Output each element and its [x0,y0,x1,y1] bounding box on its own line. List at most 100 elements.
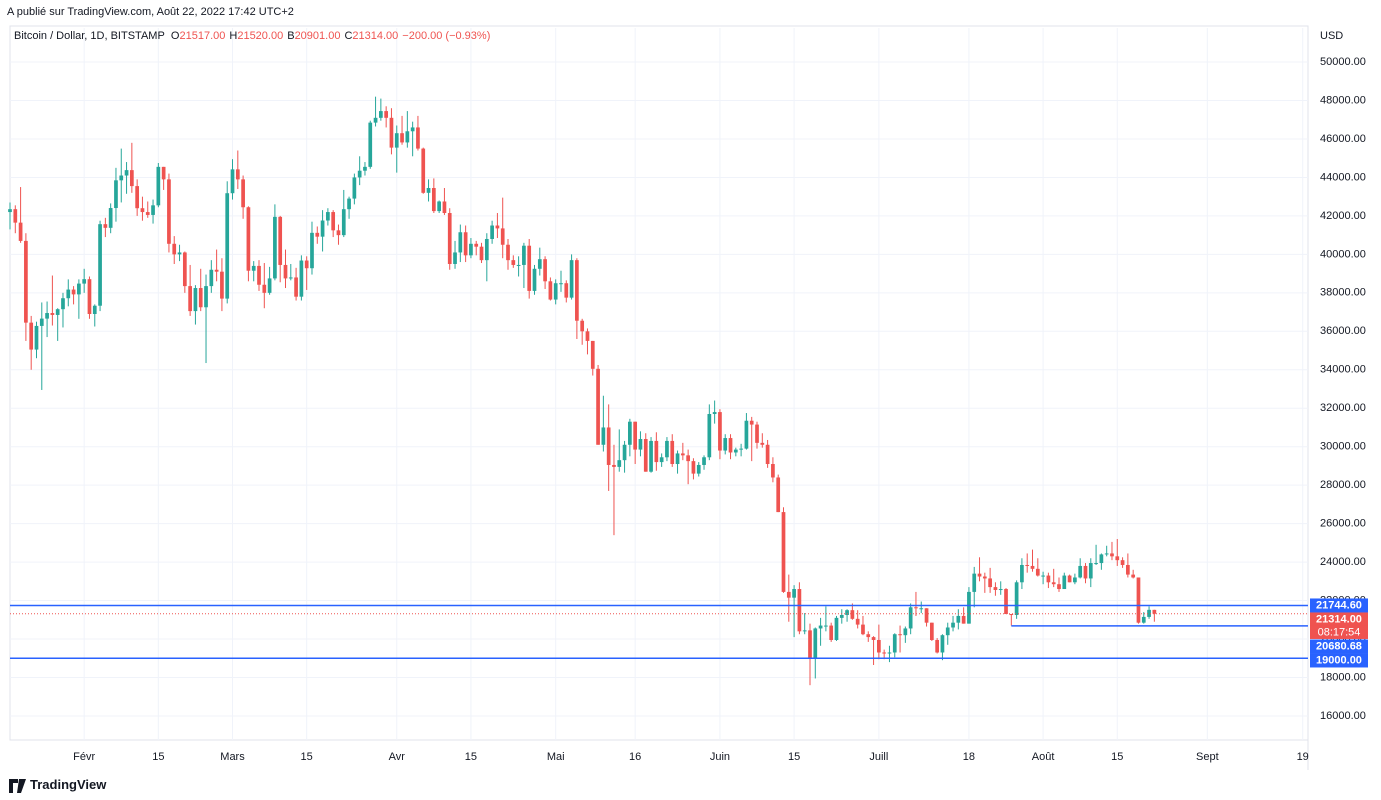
candle-body [13,209,18,223]
candle-body [1104,553,1109,555]
candle-body [723,438,728,451]
y-tick-label: 38000.00 [1320,287,1366,299]
y-tick-label: 32000.00 [1320,402,1366,414]
y-tick-label: 26000.00 [1320,518,1366,530]
candle-body [145,212,150,215]
candle-body [633,421,638,450]
candle-body [596,368,600,445]
candle-body [214,269,219,272]
candle-body [612,464,616,467]
candle-body [786,591,791,598]
candle-body [972,573,977,592]
candle-body [283,264,288,279]
candle-body [543,259,547,282]
candle-body [1046,575,1051,583]
candle-body [225,193,230,299]
candle-body [18,222,23,241]
candle-body [1141,616,1146,623]
brand: TradingView [30,777,107,792]
candle-body [522,245,526,265]
candle-body [691,461,696,474]
x-tick-label: Mai [547,751,565,763]
candle-body [92,305,97,314]
candle-body [506,244,510,261]
candle-body [956,615,961,623]
candle-body [590,340,595,369]
candle-body [453,252,457,264]
candle-body [712,412,717,415]
candle-body [77,283,81,295]
candle-body [363,166,367,171]
legend-change: −200.00 (−0.93%) [402,30,491,42]
candle-body [839,614,844,618]
candle-body [877,639,881,653]
y-tick-label: 50000.00 [1320,56,1366,68]
candle-body [1094,563,1098,565]
candle-body [469,243,473,256]
candle-body [278,216,283,265]
legend-value: 20901.00 [294,30,341,42]
candle-body [379,111,383,118]
candle-body [500,228,505,245]
candle-body [818,625,823,629]
candle-body [320,220,325,237]
candle-body [103,224,108,228]
price-label-box [1310,639,1368,654]
candle-body [273,216,277,279]
candle-body [733,449,738,453]
candle-body [665,440,669,458]
candle-body [850,610,855,619]
candle-body [124,170,129,176]
y-tick-label: 28000.00 [1320,479,1366,491]
candle-body [919,608,924,610]
candle-body [781,512,786,592]
candle-body [220,271,224,299]
x-tick-label: Sept [1196,751,1219,763]
price-label: 19000.00 [1316,654,1362,666]
candle-body [601,427,606,445]
candle-body [172,243,177,255]
candle-body [935,639,939,653]
candle-body [892,634,897,653]
candle-body [24,240,28,323]
candle-body [998,589,1003,591]
candle-body [1136,577,1141,623]
candle-body [209,269,214,287]
legend-value: 21314.00 [352,30,399,42]
candle-body [490,225,494,239]
legend-key: O [170,30,180,42]
x-tick-label: 15 [152,751,164,763]
candle-body [771,464,775,478]
candle-body [967,591,971,624]
candle-body [336,230,341,236]
candle-body [728,438,733,453]
x-tick-label: 15 [301,751,313,763]
candle-body [421,148,426,193]
candle-body [744,420,749,449]
brand-logo [9,779,26,793]
candle-body [373,117,378,123]
legend-key: H [229,30,238,42]
candle-body [129,170,134,187]
candle-body [326,212,330,221]
candle-body [140,208,145,213]
candle-body [1051,582,1056,585]
candle-body [108,208,113,228]
candle-body [993,587,998,590]
candle-body [204,286,208,308]
candle-body [1083,565,1088,579]
candle-body [802,630,807,632]
candle-body [776,477,781,513]
candle-body [39,318,44,326]
candle-body [1041,575,1045,577]
candle-body [988,578,992,588]
candle-body [654,440,659,463]
candle-body [585,331,590,341]
candle-body [908,607,913,629]
candle-body [511,260,516,265]
x-tick-label: 18 [963,751,975,763]
candle-body [1057,584,1061,590]
candle-body [765,444,770,465]
candle-body [622,444,627,461]
